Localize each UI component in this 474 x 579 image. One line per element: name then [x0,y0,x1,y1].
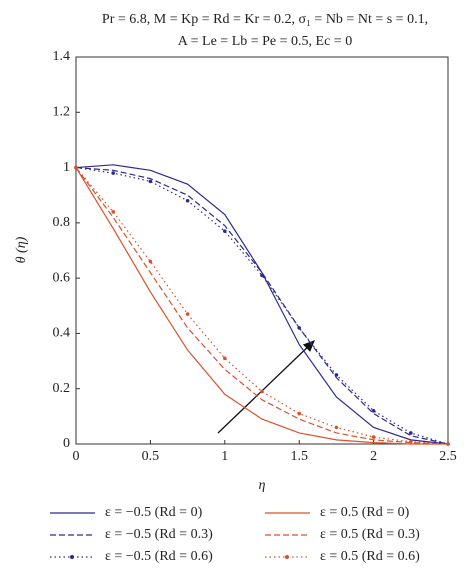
y-tick-label: 0.2 [53,381,71,396]
legend-label: ε = −0.5 (Rd = 0) [105,505,203,520]
x-tick-label: 1 [221,449,228,464]
legend-label: ε = −0.5 (Rd = 0.3) [105,527,213,542]
x-tick-label: 0 [73,449,80,464]
legend-marker [70,555,74,559]
series-marker [260,273,264,278]
legend-label: ε = −0.5 (Rd = 0.6) [105,549,213,564]
series-marker [409,431,413,435]
series-marker [185,198,190,203]
series-line [75,167,449,445]
series-marker [223,229,227,233]
series-marker [334,373,339,377]
series-marker [371,435,376,439]
trend-arrow [217,340,315,434]
y-tick-label: 1 [63,160,70,175]
series-marker [334,425,339,430]
series-marker [185,312,190,316]
legend-label: ε = 0.5 (Rd = 0.6) [320,549,420,564]
y-tick-label: 0.8 [53,215,71,230]
plot-frame [75,56,449,445]
legend-label: ε = 0.5 (Rd = 0.3) [320,527,420,542]
series-line [75,166,449,445]
legend-marker [285,555,289,559]
series-marker [148,259,153,264]
series-marker [446,442,450,446]
series-marker [297,411,302,416]
y-tick-label: 1.2 [53,105,71,120]
x-tick-label: 1.5 [290,449,308,464]
title-line: Pr = 6.8, M = Kp = Rd = Kr = 0.2, σ₁ = N… [102,12,428,27]
y-axis-label: θ (η) [14,236,29,263]
series-marker [74,165,78,170]
y-tick-label: 0.4 [53,326,71,341]
x-tick-label: 2 [370,449,377,464]
series-marker [111,171,115,175]
series-marker [111,210,115,214]
series-marker [409,439,413,444]
series-line [75,167,449,445]
legend-label: ε = 0.5 (Rd = 0) [320,505,410,520]
y-tick-label: 0.6 [53,270,71,285]
series-marker [260,389,264,394]
series-line [75,167,448,445]
y-tick-label: 0 [63,436,70,451]
x-axis-label: η [259,478,266,493]
series-marker [297,326,302,330]
x-tick-label: 2.5 [439,449,457,464]
y-tick-label: 1.4 [53,49,71,64]
series-line [75,164,449,445]
series-line [75,166,449,445]
series-marker [223,356,227,361]
title-line: A = Le = Lb = Pe = 0.5, Ec = 0 [178,34,352,49]
x-tick-label: 0.5 [142,449,160,464]
series-marker [148,179,153,184]
series-marker [371,409,376,413]
